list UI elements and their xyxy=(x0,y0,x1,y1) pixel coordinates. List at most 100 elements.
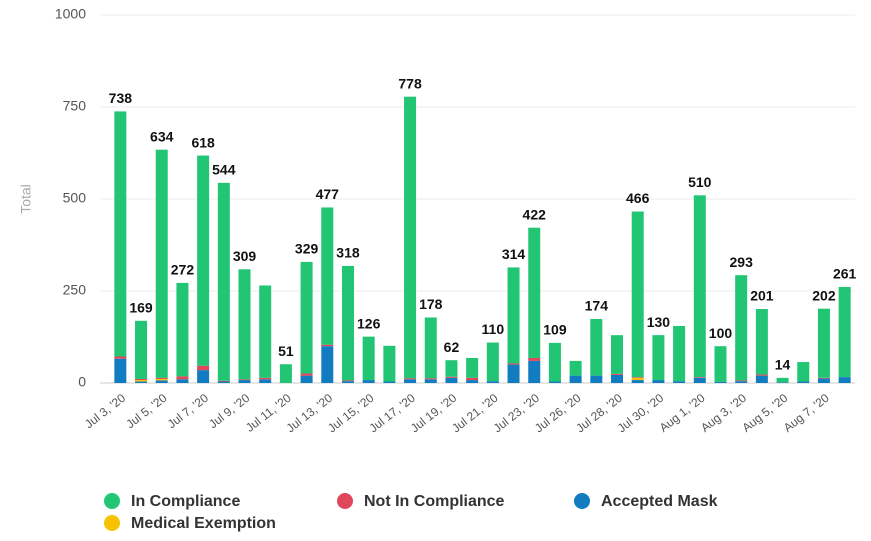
x-tick-label: Jul 3, '20 xyxy=(82,391,128,432)
bar-segment xyxy=(735,380,748,382)
bar-segment xyxy=(507,364,520,383)
total-label: 178 xyxy=(419,296,443,312)
bar-segment xyxy=(155,149,168,378)
total-label: 314 xyxy=(502,246,526,262)
bar-segment xyxy=(693,377,706,378)
total-label: 618 xyxy=(191,134,215,150)
bar-segment xyxy=(548,342,561,382)
bar-segment xyxy=(404,379,417,383)
total-label: 109 xyxy=(543,322,567,338)
bar-segment xyxy=(114,358,127,383)
bar-segment xyxy=(217,380,230,382)
legend-marker xyxy=(104,515,120,531)
bar-segment xyxy=(528,357,541,361)
bar-segment xyxy=(735,381,748,383)
bar-segment xyxy=(611,374,624,383)
x-tick-label: Jul 5, '20 xyxy=(123,391,169,432)
x-tick-label: Aug 5, '20 xyxy=(739,391,790,435)
bar-segment xyxy=(321,344,334,347)
bar-segment xyxy=(321,346,334,383)
bar-segment xyxy=(300,375,313,383)
bar-segment xyxy=(507,267,520,364)
total-label: 14 xyxy=(775,357,791,373)
total-label: 318 xyxy=(336,245,360,261)
total-label: 293 xyxy=(730,254,754,270)
y-tick-label: 1000 xyxy=(55,6,86,22)
total-label: 174 xyxy=(585,298,609,314)
legend-label: Not In Compliance xyxy=(364,493,505,510)
bar-segment xyxy=(383,381,396,383)
bar-segment xyxy=(300,261,313,374)
bar-segment xyxy=(404,96,417,379)
bar-segment xyxy=(776,377,789,383)
bar-segment xyxy=(631,377,644,378)
bar-segment xyxy=(341,380,354,382)
bar-segment xyxy=(321,207,334,345)
x-tick-label: Aug 1, '20 xyxy=(657,391,708,435)
bar-segment xyxy=(114,356,127,359)
bar-segment xyxy=(755,309,768,375)
total-label: 477 xyxy=(316,186,340,202)
bar-segment xyxy=(631,380,644,383)
legend-label: Medical Exemption xyxy=(131,515,276,532)
bar-segment xyxy=(569,360,582,376)
bar-segment xyxy=(528,227,541,358)
bar-segment xyxy=(693,195,706,378)
bar-segment xyxy=(611,335,624,374)
total-label: 778 xyxy=(398,75,422,91)
bar-segment xyxy=(383,345,396,382)
bar-segment xyxy=(135,380,148,382)
bar-segment xyxy=(155,377,168,379)
bar-segment xyxy=(486,381,499,383)
bar-segment xyxy=(341,381,354,383)
bar-segment xyxy=(135,381,148,383)
bar-segment xyxy=(652,380,665,383)
bar-segment xyxy=(507,363,520,365)
y-axis-label: Total xyxy=(18,184,34,214)
total-label: 126 xyxy=(357,315,381,331)
bar-segment xyxy=(155,378,168,381)
bar-segment xyxy=(217,381,230,383)
bar-segment xyxy=(445,360,458,377)
bar-segment xyxy=(590,318,603,376)
bar-segment xyxy=(176,379,189,383)
total-label: 422 xyxy=(523,206,547,222)
bar-segment xyxy=(590,375,603,383)
bar-segment xyxy=(176,282,189,377)
total-label: 62 xyxy=(444,339,460,355)
x-tick-label: Aug 3, '20 xyxy=(698,391,749,435)
bar-segment xyxy=(362,336,375,381)
bar-segment xyxy=(673,325,686,382)
bar-segment xyxy=(197,365,210,371)
bar-segment xyxy=(797,381,810,383)
x-tick-label: Jul 30, '20 xyxy=(615,391,667,436)
total-label: 202 xyxy=(812,287,836,303)
bar-segment xyxy=(755,375,768,383)
legend-label: Accepted Mask xyxy=(601,493,718,510)
bar-segment xyxy=(362,380,375,383)
bar-segment xyxy=(548,381,561,383)
bar-segment xyxy=(259,377,272,380)
bar-segment xyxy=(797,362,810,382)
bar-segment xyxy=(238,269,251,380)
bar-segment xyxy=(714,346,727,382)
total-label: 110 xyxy=(482,321,505,337)
total-label: 634 xyxy=(150,128,174,144)
bar-segment xyxy=(114,111,127,357)
bar-segment xyxy=(197,155,210,366)
bar-segment xyxy=(776,382,789,383)
bar-segment xyxy=(466,380,479,383)
bar-segment xyxy=(673,381,686,383)
bar-segment xyxy=(259,285,272,378)
total-label: 309 xyxy=(233,248,257,264)
total-label: 100 xyxy=(709,325,733,341)
bar-segment xyxy=(486,342,499,382)
total-label: 51 xyxy=(278,343,294,359)
bar-segment xyxy=(693,377,706,383)
bar-segment xyxy=(300,373,313,376)
bar-segment xyxy=(404,378,417,380)
x-tick-label: Aug 7, '20 xyxy=(781,391,832,435)
legend-marker xyxy=(104,493,120,509)
y-tick-label: 250 xyxy=(63,282,87,298)
